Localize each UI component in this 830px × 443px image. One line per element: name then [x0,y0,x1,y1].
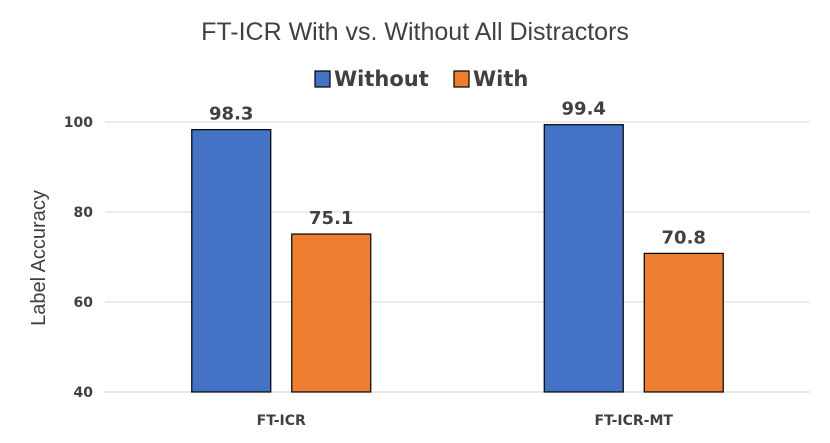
bar-ft-icr-mt-without [543,124,624,393]
chart-title: FT-ICR With vs. Without All Distractors [201,18,629,46]
legend-label-with: With [473,67,528,91]
y-tick-label-80: 80 [74,205,94,221]
x-tick-label-ft-icr-mt: FT-ICR-MT [595,413,674,429]
bar-ft-icr-with [291,233,372,393]
y-tick-label-40: 40 [74,385,94,401]
legend-label-without: Without [334,67,429,91]
data-label-ft-icr-mt-without: 99.4 [562,99,606,120]
bars [191,124,724,393]
y-axis-label: Label Accuracy [28,190,50,326]
y-tick-label-100: 100 [64,115,93,131]
x-axis-ticks: FT-ICR FT-ICR-MT [257,413,674,429]
data-label-ft-icr-with: 75.1 [309,208,353,229]
legend-swatch-without [314,70,331,88]
y-axis-ticks: 40 60 80 100 [64,115,93,401]
data-labels: 98.3 75.1 99.4 70.8 [209,99,706,249]
data-label-ft-icr-mt-with: 70.8 [662,227,706,248]
bar-ft-icr-mt-with [643,252,724,393]
legend: Without With [314,67,528,91]
x-tick-label-ft-icr: FT-ICR [257,413,306,429]
bar-ft-icr-without [191,129,272,393]
data-label-ft-icr-without: 98.3 [209,104,253,125]
legend-swatch-with [453,70,470,88]
y-tick-label-60: 60 [74,295,94,311]
